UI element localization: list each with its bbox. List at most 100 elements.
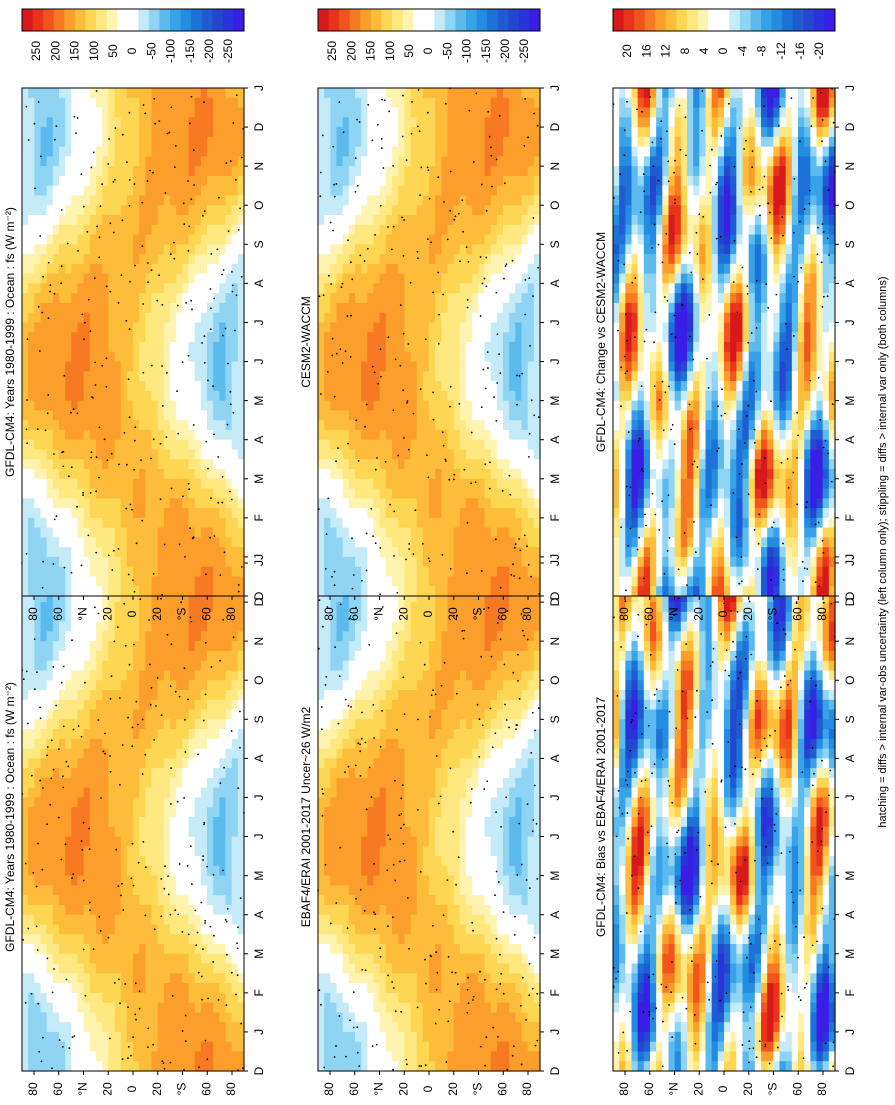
heatmap-cell [102,787,109,799]
stipple-dot [60,858,63,861]
stipple-dot [46,746,49,748]
heatmap-cell [182,709,190,720]
heatmap-cell [151,826,159,838]
heatmap-cell [441,650,449,662]
heatmap-cell [342,983,350,994]
heatmap-cell [429,953,436,965]
heatmap-cell [379,680,387,691]
heatmap-cell [96,611,103,623]
heatmap-cell [361,963,368,974]
heatmap-cell [631,953,639,965]
heatmap-cell [114,1051,122,1062]
heatmap-cell [662,1061,670,1072]
heatmap-cell [40,992,48,1004]
heatmap-cell [59,826,66,838]
heatmap-cell [318,699,325,711]
heatmap-cell [515,924,523,935]
heatmap-cell [361,699,368,711]
heatmap-cell [527,611,535,623]
heatmap-cell [373,758,381,769]
month-tick-label: O [548,676,562,685]
heatmap-cell [379,777,387,789]
heatmap-cell [656,602,663,613]
heatmap-cell [515,660,523,672]
heatmap-cell [484,738,492,750]
heatmap-cell [637,699,645,711]
heatmap-cell [373,934,381,945]
heatmap-cell [619,1031,626,1043]
heatmap-cell [637,738,645,750]
heatmap-cell [398,826,405,838]
heatmap-cell [46,670,54,681]
heatmap-cell [379,1031,387,1043]
heatmap-cell [392,895,399,906]
heatmap-cell [509,983,516,994]
heatmap-cell [182,924,190,935]
heatmap-cell [330,983,338,994]
heatmap-cell [46,738,54,750]
heatmap-cell [515,1031,523,1043]
heatmap-cell [200,670,208,681]
heatmap-cell [194,768,202,779]
heatmap-cell [348,631,356,642]
heatmap-cell [484,895,492,906]
heatmap-cell [200,709,208,720]
stipple-dot [189,616,192,619]
heatmap-cell [163,826,171,838]
heatmap-cell [533,1002,541,1013]
heatmap-cell [83,641,91,652]
heatmap-cell [342,953,350,965]
heatmap-cell [668,602,676,613]
heatmap-cell [102,856,109,867]
heatmap-cell [631,592,639,603]
heatmap-cell [429,1041,436,1053]
heatmap-cell [151,650,159,662]
heatmap-cell [625,690,633,701]
heatmap-cell [478,973,486,984]
heatmap-cell [625,1061,633,1072]
heatmap-cell [200,924,208,935]
heatmap-cell [40,670,48,681]
heatmap-cell [213,602,220,613]
heatmap-cell [77,983,85,994]
heatmap-cell [139,670,146,681]
heatmap-cell [478,1022,486,1033]
heatmap-cell [145,807,153,818]
heatmap-cell [65,797,72,808]
heatmap-cell [77,787,85,799]
heatmap-cell [207,719,214,730]
heatmap-cell [151,768,159,779]
heatmap-cell [484,670,492,681]
heatmap-cell [668,729,676,740]
heatmap-cell [207,1051,214,1062]
heatmap-cell [163,895,171,906]
heatmap-cell [188,699,196,711]
heatmap-cell [52,611,60,623]
stipple-dot [201,998,203,1001]
heatmap-cell [28,758,35,769]
month-tick-label: J [548,834,562,840]
heatmap-cell [515,592,523,603]
stipple-dot [149,663,151,666]
heatmap-cell [361,807,368,818]
heatmap-cell [133,1012,140,1023]
heatmap-cell [120,787,128,799]
heatmap-cell [637,875,645,886]
heatmap-cell [40,836,48,847]
heatmap-cell [40,748,48,759]
heatmap-cell [151,699,159,711]
heatmap-cell [108,660,116,672]
heatmap-cell [484,865,492,877]
stipple-dot [102,750,105,753]
heatmap-cell [613,719,620,730]
heatmap-cell [133,758,140,769]
heatmap-cell [126,738,134,750]
heatmap-cell [139,719,146,730]
heatmap-cell [435,944,442,955]
stipple-dot [161,1060,164,1063]
heatmap-cell [225,817,233,828]
heatmap-cell [126,846,134,857]
heatmap-cell [89,758,97,769]
heatmap-cell [145,1012,153,1023]
heatmap-cell [656,895,663,906]
